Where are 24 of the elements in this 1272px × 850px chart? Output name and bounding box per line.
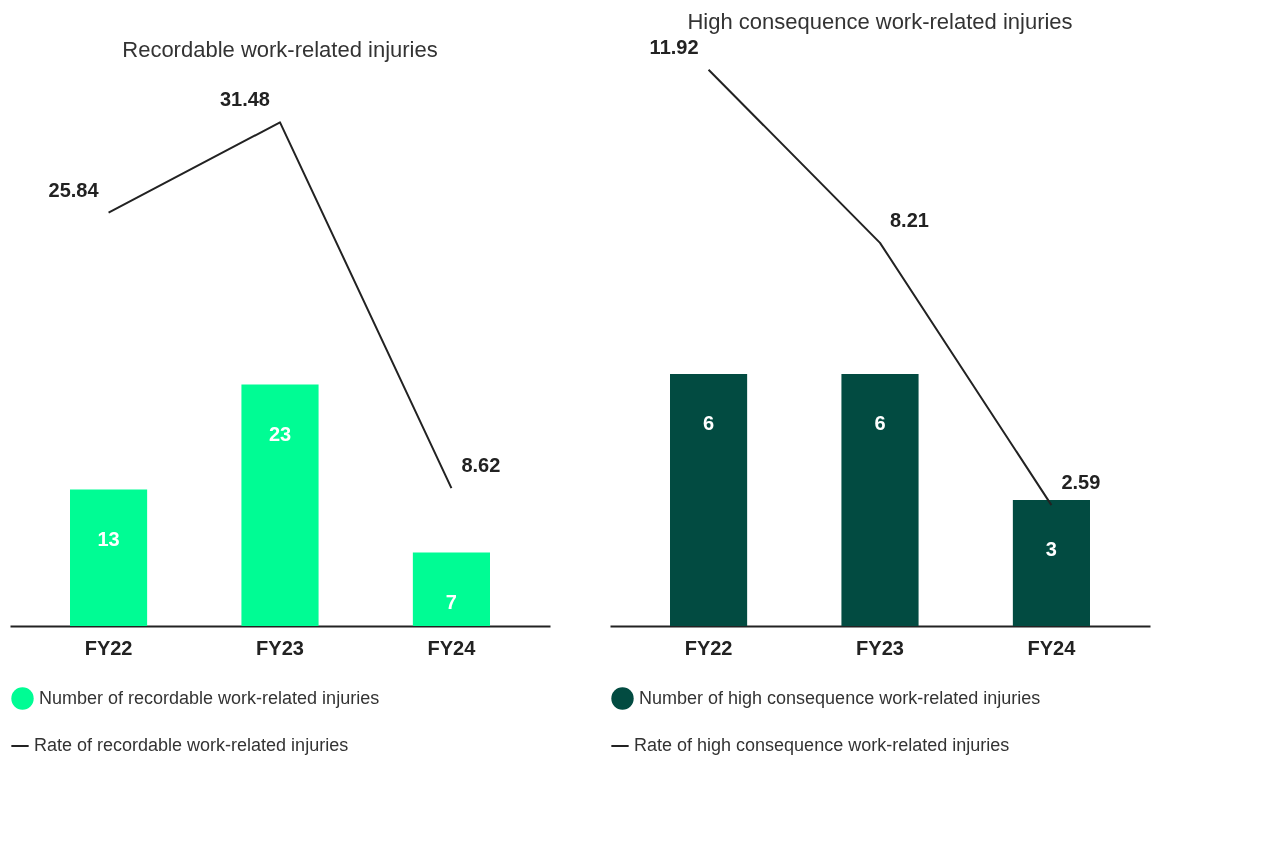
legend-label: Number of high consequence work-related injuries: [639, 687, 1041, 708]
legend-label: Number of recordable work-related injuries: [39, 687, 380, 708]
data-label: 7: [445, 590, 457, 613]
data-label: 11.92: [649, 35, 699, 58]
x-tick-label: FY22: [84, 636, 133, 659]
data-label: 25.84: [48, 178, 100, 201]
legend-label: Rate of high consequence work-related injuries: [634, 735, 1010, 755]
legend-label: Rate of recordable work-related injuries: [34, 735, 349, 755]
x-tick-label: FY22: [684, 636, 733, 659]
data-label: 13: [97, 527, 120, 550]
chart-title: Recordable work-related injuries: [122, 37, 438, 62]
chart-title: High consequence work-related injuries: [687, 8, 1073, 34]
data-label: 31.48: [219, 88, 270, 111]
data-label: 8.21: [890, 208, 929, 231]
data-label: 2.59: [1061, 471, 1101, 494]
data-label: 6: [874, 412, 886, 434]
data-label: 23: [268, 422, 292, 445]
data-label: 6: [703, 412, 715, 434]
x-tick-label: FY24: [427, 636, 477, 659]
x-tick-label: FY23: [856, 636, 904, 659]
x-tick-label: FY23: [256, 636, 304, 659]
x-tick-label: FY24: [1027, 636, 1077, 659]
data-label: 8.62: [461, 454, 501, 477]
data-label: 3: [1045, 538, 1057, 560]
